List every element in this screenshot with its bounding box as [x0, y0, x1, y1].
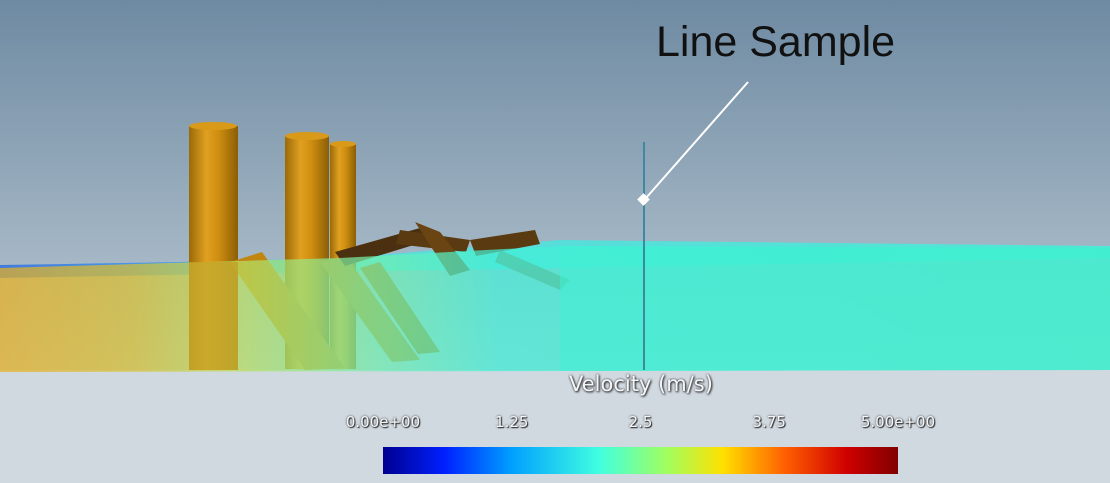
tick-label: 2.5 — [628, 413, 653, 431]
callout-label: Line Sample — [656, 18, 896, 66]
front-pillar — [189, 262, 238, 370]
tick-label: 0.00e+00 — [345, 413, 421, 431]
colorbar — [383, 447, 898, 474]
legend-title: Velocity (m/s) — [569, 372, 713, 396]
tick-label: 3.75 — [752, 413, 786, 431]
callout-pointer — [645, 81, 749, 199]
tick-label: 1.25 — [495, 413, 529, 431]
tick-label: 5.00e+00 — [860, 413, 936, 431]
